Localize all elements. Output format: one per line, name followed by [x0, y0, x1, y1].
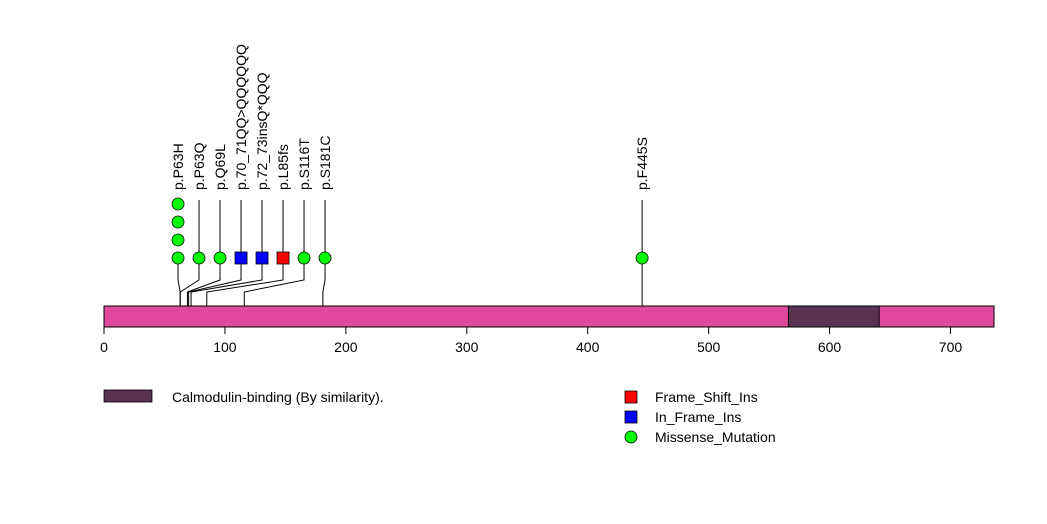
domain-legend-swatch — [103, 389, 153, 403]
mutation-label: p.S116T — [296, 138, 312, 190]
protein-track — [103, 305, 995, 328]
mutation-marker-square — [255, 251, 269, 265]
legend-square-marker — [624, 410, 638, 424]
mutation-stem — [188, 258, 242, 306]
legend-type-label: In_Frame_Ins — [655, 409, 741, 425]
x-tick-label-400: 400 — [576, 339, 600, 355]
mutation-labels: p.P63H p.P63Q p.Q69L p.70_71QQ>QQQQQQ p.72_7… — [170, 44, 650, 190]
mutation-marker-circle — [171, 215, 185, 229]
legend-type-label: Missense_Mutation — [655, 429, 776, 445]
mutation-label: p.Q69L — [212, 144, 228, 190]
mutation-stem — [186, 258, 221, 306]
mutation-marker-square — [276, 251, 290, 265]
x-tick-label-0: 0 — [100, 339, 108, 355]
mutation-stems — [177, 200, 643, 306]
mutation-marker-circle — [192, 251, 206, 265]
domain-legend-label: Calmodulin-binding (By similarity). — [172, 389, 384, 405]
mutation-marker-circle — [635, 251, 649, 265]
x-tick-label-500: 500 — [697, 339, 721, 355]
mutation-stem — [322, 258, 326, 306]
mutation-label: p.P63Q — [191, 142, 207, 190]
mutation-stem — [179, 258, 200, 306]
legend-circle-marker — [624, 430, 638, 444]
x-tick-label-200: 200 — [334, 339, 358, 355]
mutation-marker-circle — [213, 251, 227, 265]
mutation-marker-circle — [297, 251, 311, 265]
x-tick-label-300: 300 — [455, 339, 479, 355]
x-tick-label-100: 100 — [213, 339, 237, 355]
mutation-marker-circle — [171, 251, 185, 265]
mutation-label: p.L85fs — [275, 144, 291, 190]
mutation-label: p.S181C — [317, 136, 333, 190]
mutation-stem — [190, 258, 263, 306]
domain-legend: Calmodulin-binding (By similarity). — [103, 389, 384, 405]
mutation-marker-circle — [318, 251, 332, 265]
mutation-stem — [206, 258, 284, 306]
legend-type-label: Frame_Shift_Ins — [655, 389, 758, 405]
mutation-label: p.F445S — [634, 137, 650, 190]
mutation-markers — [171, 197, 649, 265]
mutation-marker-circle — [171, 197, 185, 211]
mutation-label: p.70_71QQ>QQQQQQ — [233, 44, 249, 190]
legend-square-marker — [624, 390, 638, 404]
x-tick-label-600: 600 — [818, 339, 842, 355]
x-tick-label-700: 700 — [939, 339, 963, 355]
mutation-label: p.72_73insQ*QQQ — [254, 72, 270, 190]
mutation-type-legend: Frame_Shift_Ins In_Frame_Ins Missense_Muta… — [624, 389, 776, 445]
mutation-marker-circle — [171, 233, 185, 247]
mutation-label: p.P63H — [170, 143, 186, 190]
domain-block-0 — [787, 305, 880, 328]
mutation-stem — [243, 258, 305, 306]
mutation-marker-square — [234, 251, 248, 265]
x-axis: 0 100 200 300 400 500 600 700 — [100, 326, 963, 355]
